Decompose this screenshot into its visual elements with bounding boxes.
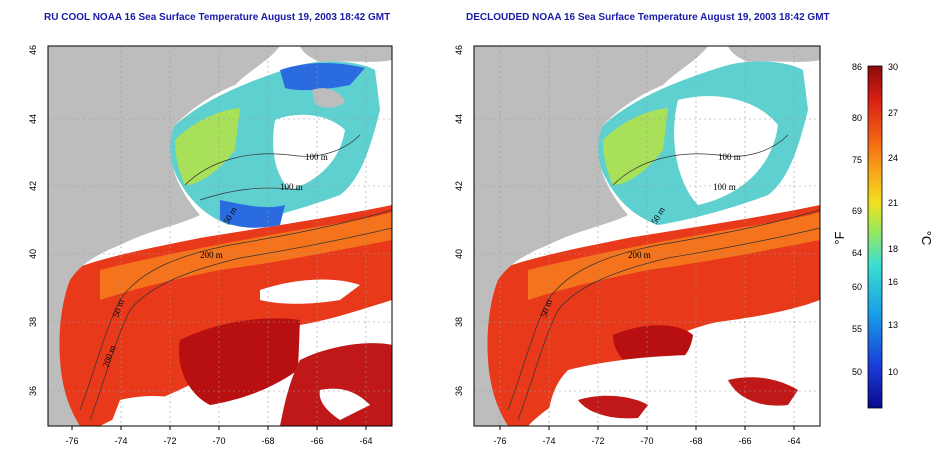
svg-text:55: 55	[852, 324, 862, 334]
colorbar-fahrenheit-ticks: 86 80 75 69 64 60 55 50	[852, 62, 862, 377]
temperature-colorbar: 86 80 75 69 64 60 55 50 30 27 24 21 18 1…	[832, 62, 934, 409]
svg-text:24: 24	[888, 153, 898, 163]
svg-text:100 m: 100 m	[305, 152, 328, 162]
svg-text:200 m: 200 m	[200, 250, 223, 260]
svg-text:69: 69	[852, 206, 862, 216]
left-map-frame	[47, 45, 393, 427]
grid-lines	[474, 46, 820, 426]
svg-text:10: 10	[888, 367, 898, 377]
fahrenheit-unit-label: °F	[832, 231, 847, 244]
land-mass	[474, 46, 708, 426]
svg-text:-72: -72	[591, 436, 604, 446]
svg-text:18: 18	[888, 244, 898, 254]
svg-text:100 m: 100 m	[718, 152, 741, 162]
svg-text:60: 60	[852, 282, 862, 292]
right-map-title: DECLOUDED NOAA 16 Sea Surface Temperatur…	[466, 12, 830, 23]
left-map[interactable]: 100 m 100 m 50 m 200 m 50 m 200 m -76 -7…	[0, 0, 420, 475]
svg-text:27: 27	[888, 108, 898, 118]
warm-orange-band	[528, 212, 820, 300]
svg-text:42: 42	[454, 181, 464, 191]
left-x-axis: -76 -74 -72 -70 -68 -66 -64	[65, 426, 373, 446]
land-nova-scotia	[312, 88, 345, 108]
svg-text:21: 21	[888, 198, 898, 208]
svg-text:-72: -72	[163, 436, 176, 446]
cold-water-shoal	[220, 200, 285, 228]
svg-text:40: 40	[28, 249, 38, 259]
bathymetry-contours	[79, 134, 392, 421]
right-x-axis: -76 -74 -72 -70 -68 -66 -64	[493, 426, 801, 446]
svg-text:44: 44	[28, 114, 38, 124]
svg-text:-74: -74	[114, 436, 127, 446]
land-north	[728, 46, 820, 62]
svg-text:13: 13	[888, 320, 898, 330]
svg-text:75: 75	[852, 155, 862, 165]
svg-text:-70: -70	[212, 436, 225, 446]
colorbar-gradient	[867, 65, 883, 409]
cloud-patch-east	[319, 388, 370, 420]
hot-water-patch	[179, 318, 300, 405]
svg-text:64: 64	[852, 248, 862, 258]
svg-text:30: 30	[888, 62, 898, 72]
svg-text:100 m: 100 m	[713, 182, 736, 192]
right-map-panel: 100 m 100 m 50 m 200 m 50 m -76 -74 -72 …	[428, 0, 828, 475]
svg-text:-76: -76	[493, 436, 506, 446]
svg-text:38: 38	[28, 317, 38, 327]
warm-water-region	[474, 205, 820, 426]
celsius-unit-label: °C	[919, 231, 934, 246]
colorbar-panel: 86 80 75 69 64 60 55 50 30 27 24 21 18 1…	[830, 0, 950, 475]
left-map-title: RU COOL NOAA 16 Sea Surface Temperature …	[44, 12, 391, 23]
left-y-axis: 36 38 40 42 44 46	[28, 45, 38, 396]
cloud-over-gulf	[674, 96, 778, 205]
svg-text:-74: -74	[542, 436, 555, 446]
svg-text:200 m: 200 m	[628, 250, 651, 260]
left-map-panel: 100 m 100 m 50 m 200 m 50 m 200 m -76 -7…	[0, 0, 420, 475]
cloud-over-gulf	[273, 114, 345, 190]
svg-text:-70: -70	[640, 436, 653, 446]
svg-text:36: 36	[28, 386, 38, 396]
svg-text:46: 46	[454, 45, 464, 55]
svg-text:-64: -64	[787, 436, 800, 446]
green-water-patch	[603, 108, 668, 185]
hot-water-fragment-east	[728, 377, 798, 406]
svg-text:38: 38	[454, 317, 464, 327]
cloud-patch	[260, 279, 360, 304]
svg-text:-68: -68	[689, 436, 702, 446]
hot-water-fragment	[578, 395, 648, 419]
svg-text:16: 16	[888, 277, 898, 287]
svg-text:-64: -64	[359, 436, 372, 446]
svg-text:-68: -68	[261, 436, 274, 446]
svg-text:80: 80	[852, 113, 862, 123]
svg-text:-66: -66	[738, 436, 751, 446]
svg-text:40: 40	[454, 249, 464, 259]
grid-lines	[48, 46, 392, 426]
warm-water-region	[48, 205, 392, 426]
right-map[interactable]: 100 m 100 m 50 m 200 m 50 m -76 -74 -72 …	[428, 0, 828, 475]
colorbar-celsius-ticks: 30 27 24 21 18 16 13 10	[888, 62, 898, 377]
svg-text:42: 42	[28, 181, 38, 191]
warm-orange-band	[100, 212, 392, 300]
svg-text:100 m: 100 m	[280, 182, 303, 192]
svg-text:-66: -66	[310, 436, 323, 446]
land-mass	[48, 46, 280, 426]
cold-water-bay	[280, 63, 365, 91]
svg-text:46: 46	[28, 45, 38, 55]
right-y-axis: 36 38 40 42 44 46	[454, 45, 464, 396]
land-north	[300, 46, 392, 62]
green-water-patch	[175, 108, 240, 185]
svg-text:44: 44	[454, 114, 464, 124]
bathymetry-contours	[507, 134, 820, 421]
svg-text:86: 86	[852, 62, 862, 72]
svg-text:-76: -76	[65, 436, 78, 446]
svg-text:36: 36	[454, 386, 464, 396]
svg-text:50: 50	[852, 367, 862, 377]
cloud-patch-south	[110, 395, 230, 426]
